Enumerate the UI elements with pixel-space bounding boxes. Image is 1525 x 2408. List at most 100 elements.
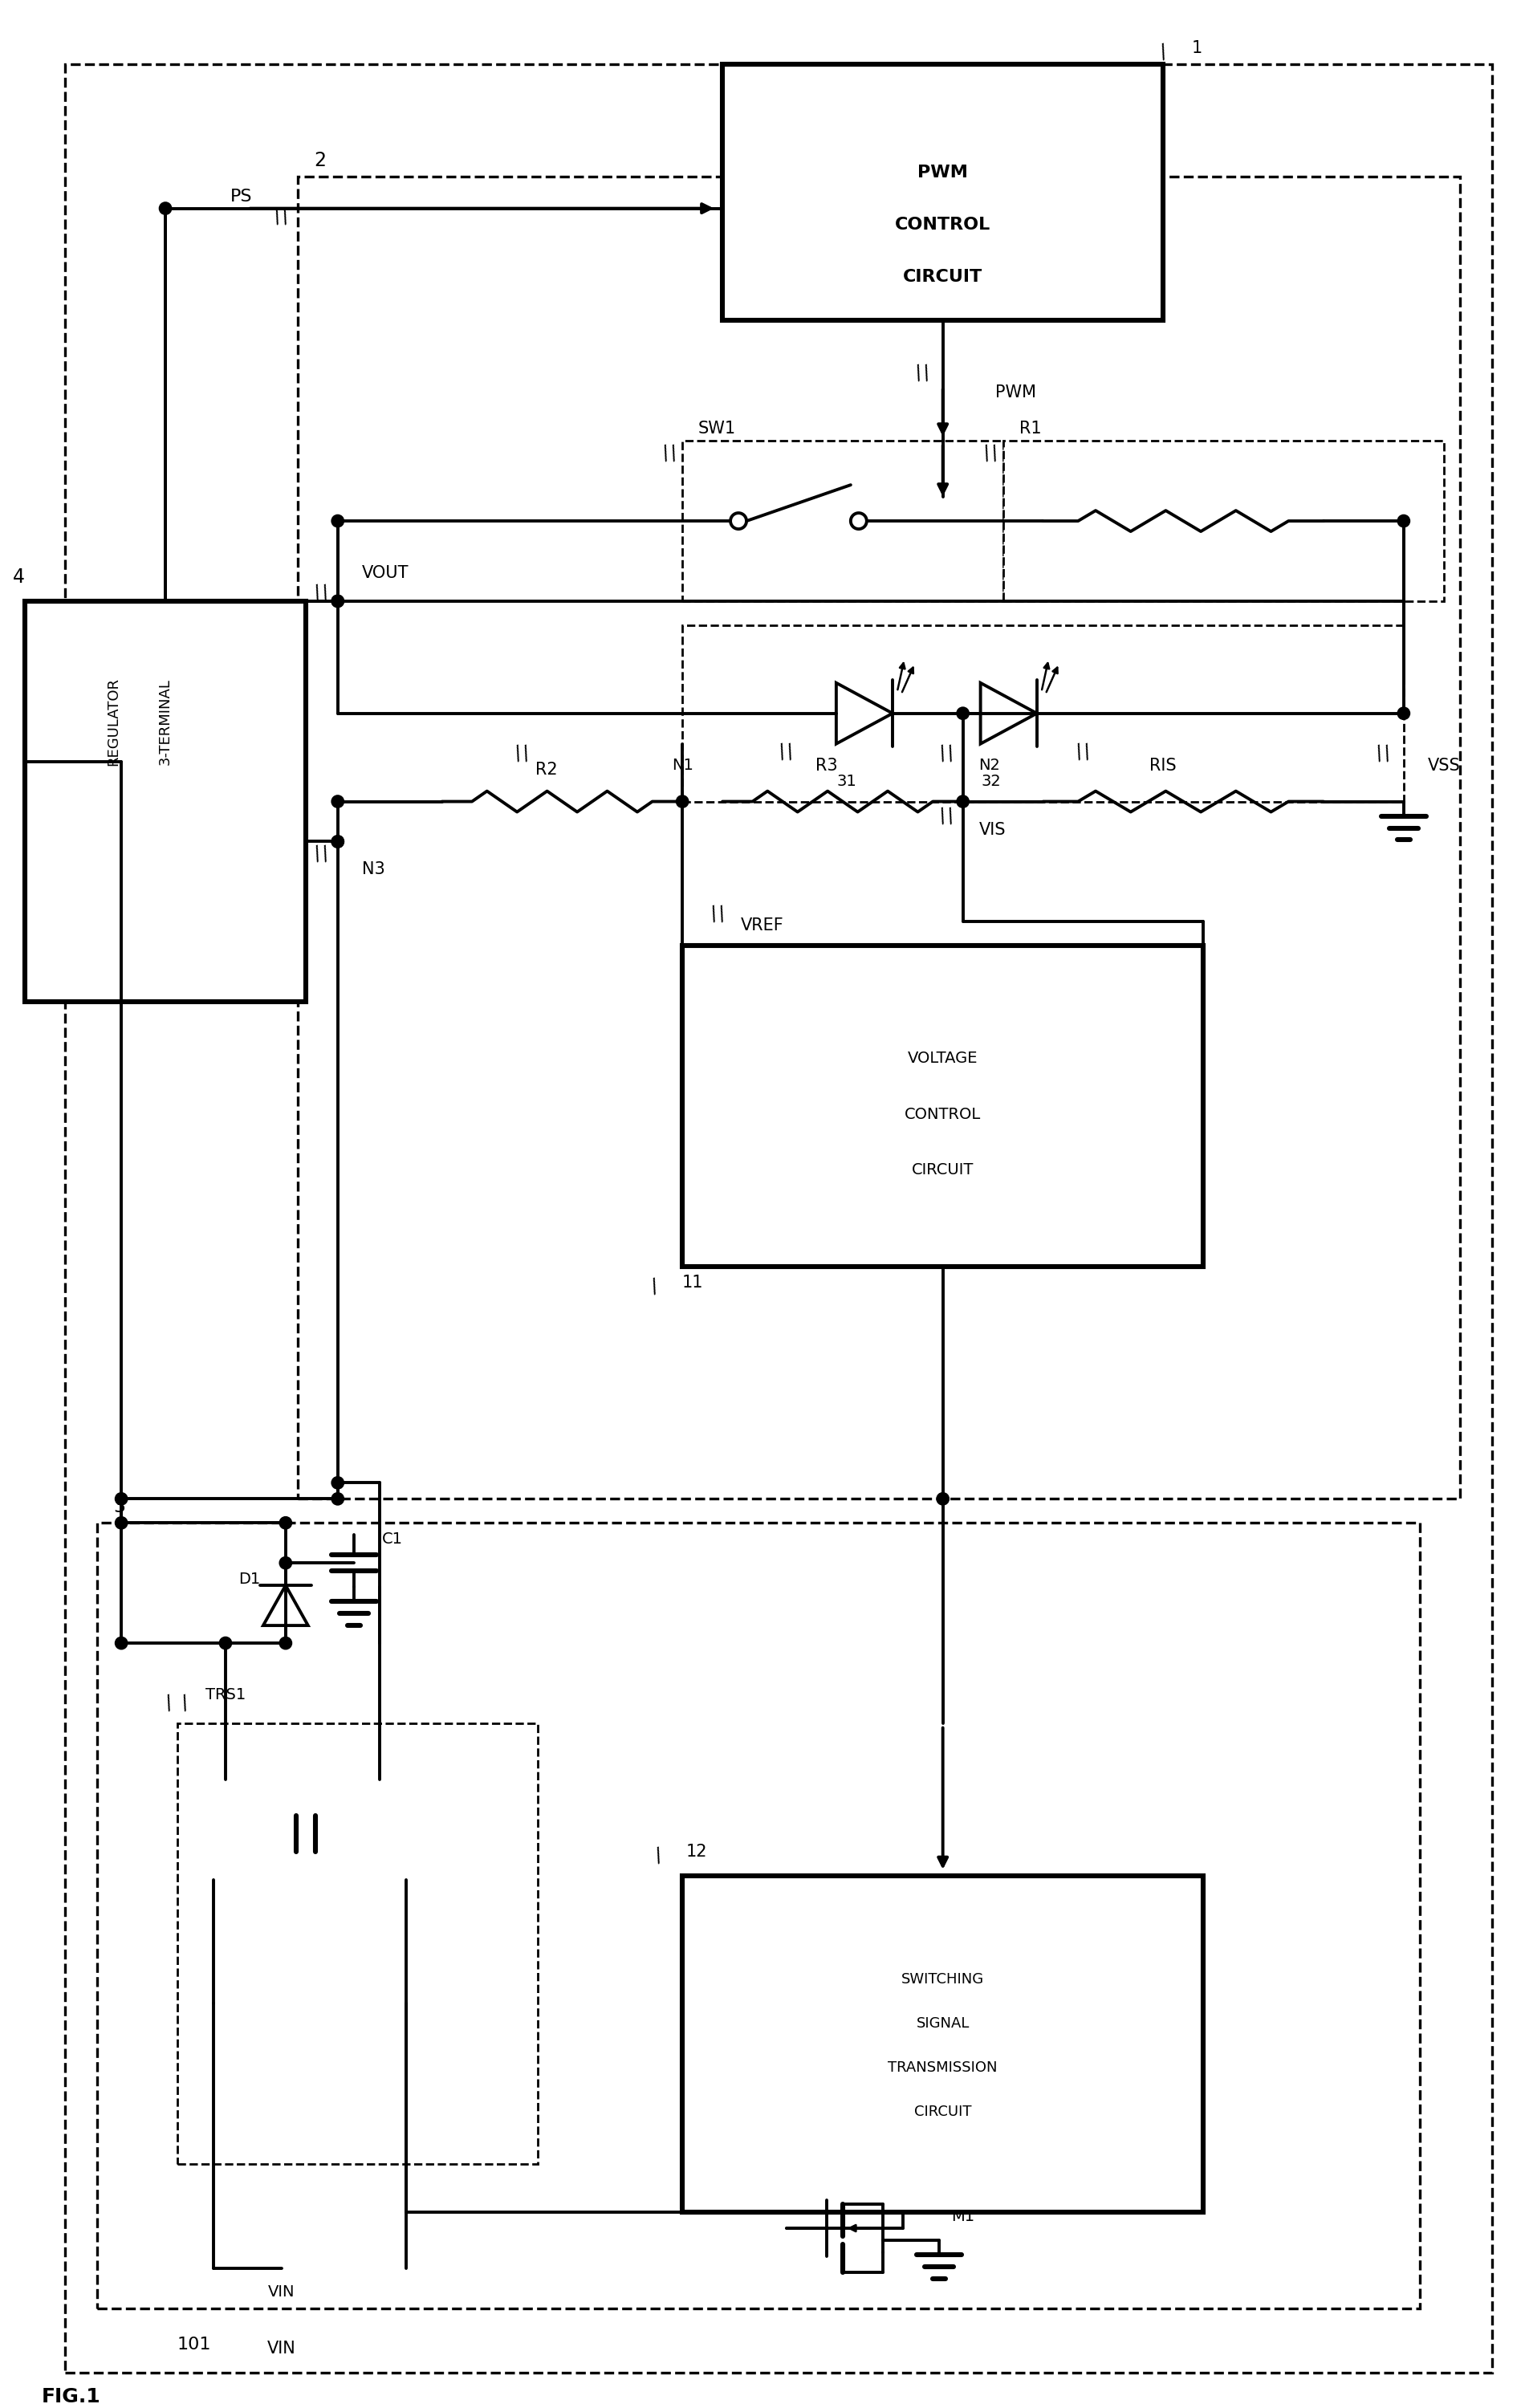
Bar [297,176,1459,1498]
Text: TRANSMISSION: TRANSMISSION [888,2061,997,2076]
Text: /: / [511,744,525,763]
Text: /: / [271,207,284,226]
Text: VIS: VIS [979,821,1007,838]
Text: CIRCUIT: CIRCUIT [913,2105,971,2119]
Text: /: / [319,583,332,604]
Text: SW1: SW1 [698,421,737,436]
Bar [682,1876,1203,2213]
Text: SIGNAL: SIGNAL [917,2015,970,2030]
Circle shape [332,797,343,807]
Circle shape [281,1517,291,1529]
Circle shape [332,1493,343,1505]
Bar [24,602,305,1002]
Text: 32: 32 [981,773,1000,790]
Circle shape [332,836,343,848]
Text: PS: PS [230,188,253,205]
Bar [98,1522,1420,2309]
Text: /: / [936,744,949,763]
Text: /: / [520,744,532,763]
Text: /: / [1072,742,1086,761]
Text: /: / [708,903,721,925]
Circle shape [116,1493,127,1505]
Text: /: / [668,443,680,462]
Text: 101: 101 [177,2336,212,2353]
Circle shape [958,797,968,807]
Circle shape [160,202,171,214]
Circle shape [938,1493,949,1505]
Text: CIRCUIT: CIRCUIT [912,1163,974,1178]
Circle shape [281,1637,291,1649]
Text: /: / [988,443,1002,462]
Circle shape [1398,708,1409,720]
Bar [682,441,1003,602]
Text: N3: N3 [361,862,384,877]
Bar [723,65,1164,320]
Text: 3-TERMINAL: 3-TERMINAL [159,679,172,766]
Text: /: / [715,903,729,925]
Text: R3: R3 [816,759,837,773]
Text: /: / [178,1693,192,1714]
Text: /: / [279,207,293,226]
Bar [177,1724,538,2165]
Circle shape [332,595,343,607]
Text: 1: 1 [1191,41,1202,55]
Circle shape [332,1476,343,1488]
Text: VOLTAGE: VOLTAGE [907,1050,978,1067]
Text: RIS: RIS [1150,759,1177,773]
Circle shape [332,595,343,607]
Text: /: / [776,742,788,761]
Text: 12: 12 [686,1845,708,1859]
Text: R1: R1 [1019,421,1042,436]
Text: /: / [319,843,332,864]
Text: M1: M1 [952,2208,974,2225]
Text: CIRCUIT: CIRCUIT [903,270,982,284]
Text: /: / [311,843,325,864]
Text: /: / [1157,41,1170,63]
Text: 3: 3 [113,1498,125,1517]
Circle shape [116,1637,127,1649]
Text: 11: 11 [682,1274,703,1291]
Text: /: / [1382,744,1394,763]
Text: REGULATOR: REGULATOR [107,677,120,766]
Circle shape [677,797,688,807]
Text: VIN: VIN [267,2341,296,2357]
Text: VREF: VREF [741,917,784,934]
Text: /: / [651,1845,665,1866]
Circle shape [220,1637,232,1649]
Circle shape [1398,515,1409,527]
Text: TRS1: TRS1 [206,1688,246,1702]
Text: /: / [1081,742,1093,761]
Text: PWM: PWM [918,164,968,181]
Text: R2: R2 [535,761,557,778]
Bar [1003,441,1444,602]
Circle shape [116,1517,127,1529]
Text: PWM: PWM [994,385,1035,400]
Text: /: / [1372,744,1386,763]
Text: /: / [311,583,325,604]
Text: 31: 31 [837,773,857,790]
Text: /: / [912,364,926,383]
Text: VIN: VIN [268,2285,294,2300]
Text: /: / [163,1693,175,1714]
Text: /: / [944,744,958,763]
Bar [682,946,1203,1267]
Circle shape [332,515,343,527]
Text: VOUT: VOUT [361,566,409,580]
Text: CONTROL: CONTROL [895,217,991,234]
Text: /: / [784,742,798,761]
Bar [682,626,1403,802]
Text: N2: N2 [979,759,1000,773]
Circle shape [281,1558,291,1568]
Text: D1: D1 [238,1572,261,1587]
Text: /: / [660,443,673,462]
Text: /: / [921,364,933,383]
Text: N1: N1 [671,759,694,773]
Text: CONTROL: CONTROL [904,1108,981,1122]
Text: SWITCHING: SWITCHING [901,1972,984,1987]
Text: C1: C1 [381,1531,403,1546]
Circle shape [332,836,343,848]
Text: 4: 4 [14,568,24,588]
Text: VSS: VSS [1427,759,1461,773]
Text: /: / [944,807,958,826]
Text: /: / [981,443,993,462]
